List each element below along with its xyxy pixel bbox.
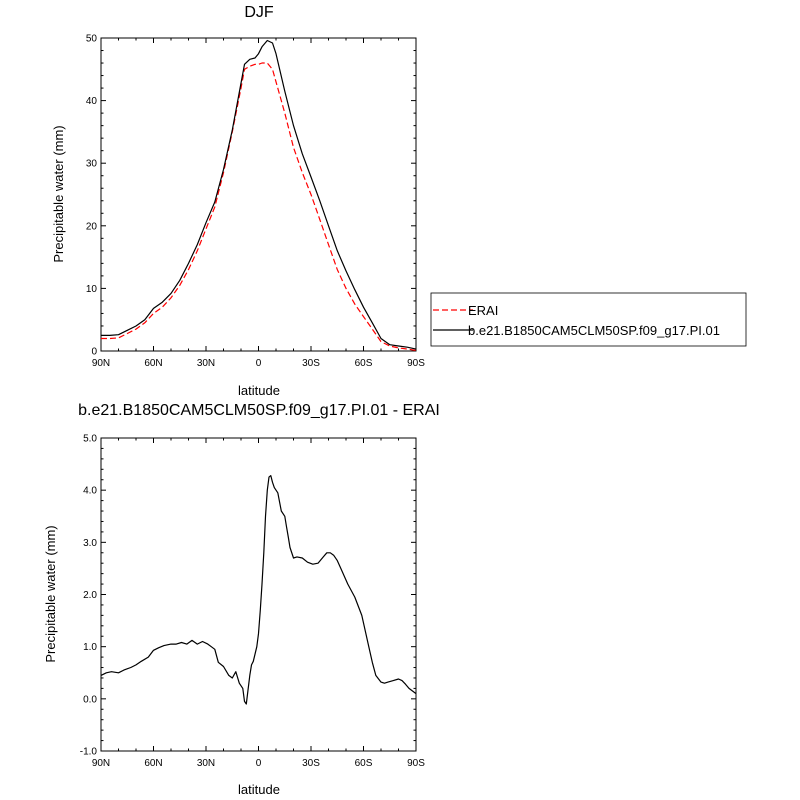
- bottom-x-tick-label: 0: [256, 758, 262, 769]
- bottom-x-tick-label: 30S: [302, 758, 320, 769]
- legend-label-erai: ERAI: [468, 303, 498, 318]
- bottom-y-tick-label: 0.0: [83, 694, 97, 705]
- bottom-x-tick-label: 90S: [407, 758, 425, 769]
- legend: ERAI b.e21.B1850CAM5CLM50SP.f09_g17.PI.0…: [430, 292, 747, 347]
- top-plot-frame: [100, 37, 417, 352]
- top-y-tick-label: 0: [91, 347, 97, 358]
- bottom-x-tick-label: 60S: [355, 758, 373, 769]
- bottom-y-tick-label: 3.0: [83, 538, 97, 549]
- bottom-x-tick-label: 60N: [144, 758, 162, 769]
- bottom-y-axis-label: Precipitable water (mm): [43, 525, 58, 662]
- top-y-tick-label: 10: [86, 284, 98, 295]
- bottom-x-tick-label: 30N: [197, 758, 215, 769]
- bottom-chart: b.e21.B1850CAM5CLM50SP.f09_g17.PI.01 - E…: [43, 402, 440, 797]
- top-y-tick-label: 30: [86, 159, 98, 170]
- top-y-tick-label: 20: [86, 221, 98, 232]
- top-chart-title: DJF: [244, 4, 274, 21]
- bottom-chart-title: b.e21.B1850CAM5CLM50SP.f09_g17.PI.01 - E…: [78, 402, 440, 419]
- bottom-series-difference: [100, 475, 417, 705]
- bottom-y-tick-label: 1.0: [83, 642, 97, 653]
- top-x-axis-label: latitude: [238, 383, 280, 398]
- top-chart: DJF 90N 60N 30N 0 30S 60S 90S 0 10 20 30 40 50 latit…: [51, 4, 747, 398]
- bottom-y-tick-label: -1.0: [80, 747, 98, 758]
- bottom-y-tick-label: 5.0: [83, 434, 97, 445]
- legend-box: [430, 292, 747, 347]
- top-x-tick-label: 60S: [355, 358, 373, 369]
- top-y-tick-label: 50: [86, 34, 98, 45]
- top-x-tick-label: 30S: [302, 358, 320, 369]
- bottom-x-tick-label: 90N: [92, 758, 110, 769]
- top-y-tick-label: 40: [86, 96, 98, 107]
- top-x-tick-label: 90S: [407, 358, 425, 369]
- top-y-axis-label: Precipitable water (mm): [51, 125, 66, 262]
- top-series-b-e21-b1850cam5clm50sp-f09-g17-pi-01: [101, 39, 417, 350]
- legend-label-model: b.e21.B1850CAM5CLM50SP.f09_g17.PI.01: [468, 323, 720, 338]
- top-x-tick-label: 0: [256, 358, 262, 369]
- bottom-x-axis-label: latitude: [238, 782, 280, 797]
- bottom-y-tick-label: 2.0: [83, 590, 97, 601]
- bottom-plot-frame: [100, 437, 417, 752]
- bottom-plot-area: 90N 60N 30N 0 30S 60S 90S -1.0 0.0 1.0 2.0 3.0 4.0 5.…: [80, 434, 425, 770]
- top-plot-area: 90N 60N 30N 0 30S 60S 90S 0 10 20 30 40 50: [86, 34, 425, 370]
- top-x-tick-label: 90N: [92, 358, 110, 369]
- top-x-tick-label: 60N: [144, 358, 162, 369]
- bottom-y-tick-label: 4.0: [83, 486, 97, 497]
- top-x-tick-label: 30N: [197, 358, 215, 369]
- top-series-erai: [101, 62, 417, 351]
